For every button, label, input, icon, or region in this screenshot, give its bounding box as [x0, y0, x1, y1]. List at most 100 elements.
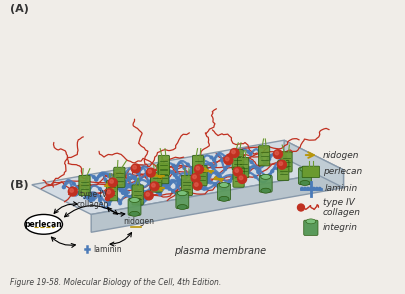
Circle shape	[279, 158, 281, 160]
Polygon shape	[91, 170, 343, 232]
Circle shape	[266, 176, 269, 179]
Circle shape	[234, 169, 238, 172]
Circle shape	[241, 170, 243, 173]
Circle shape	[186, 174, 189, 177]
Circle shape	[239, 175, 242, 178]
Circle shape	[159, 175, 161, 177]
Circle shape	[156, 191, 158, 193]
Circle shape	[145, 193, 149, 196]
Circle shape	[145, 173, 147, 175]
Circle shape	[279, 169, 281, 172]
Circle shape	[126, 184, 128, 187]
Ellipse shape	[177, 205, 187, 210]
Circle shape	[98, 188, 101, 190]
Circle shape	[171, 171, 173, 173]
Circle shape	[131, 198, 134, 201]
Circle shape	[136, 172, 139, 175]
Circle shape	[62, 186, 65, 188]
Circle shape	[162, 183, 164, 186]
Polygon shape	[32, 140, 343, 214]
Circle shape	[163, 179, 166, 182]
Polygon shape	[284, 140, 343, 188]
Circle shape	[124, 182, 126, 185]
Circle shape	[223, 156, 232, 165]
Circle shape	[267, 174, 270, 177]
Circle shape	[202, 176, 205, 178]
Circle shape	[240, 166, 243, 168]
Circle shape	[135, 184, 138, 187]
Circle shape	[136, 172, 139, 175]
Circle shape	[89, 199, 92, 202]
Circle shape	[234, 161, 237, 164]
Circle shape	[187, 188, 190, 191]
Circle shape	[191, 182, 194, 185]
Circle shape	[233, 167, 242, 176]
Circle shape	[86, 197, 89, 199]
Text: (A): (A)	[10, 4, 29, 14]
Circle shape	[203, 174, 206, 177]
Circle shape	[239, 176, 241, 178]
Circle shape	[62, 186, 65, 188]
Circle shape	[174, 167, 177, 170]
Text: type IV
collagen: type IV collagen	[77, 190, 109, 209]
Circle shape	[70, 187, 73, 189]
FancyBboxPatch shape	[303, 220, 317, 235]
Circle shape	[209, 163, 212, 166]
Circle shape	[282, 163, 285, 166]
Circle shape	[124, 182, 126, 185]
Circle shape	[119, 189, 122, 192]
Text: perlecan: perlecan	[322, 167, 361, 176]
Circle shape	[203, 175, 206, 178]
Ellipse shape	[260, 174, 270, 179]
Circle shape	[205, 181, 207, 183]
Circle shape	[241, 178, 244, 181]
Circle shape	[122, 179, 125, 182]
Ellipse shape	[129, 211, 139, 216]
Circle shape	[263, 162, 266, 165]
FancyBboxPatch shape	[232, 150, 243, 170]
Circle shape	[202, 171, 205, 174]
FancyBboxPatch shape	[157, 163, 168, 184]
Circle shape	[231, 150, 234, 154]
Circle shape	[161, 177, 164, 180]
Circle shape	[200, 169, 203, 172]
Circle shape	[237, 175, 246, 183]
Circle shape	[107, 190, 110, 194]
Ellipse shape	[299, 167, 309, 172]
Circle shape	[213, 183, 216, 186]
Circle shape	[297, 204, 304, 211]
FancyBboxPatch shape	[150, 172, 162, 192]
Circle shape	[277, 160, 286, 169]
Circle shape	[78, 191, 80, 194]
Circle shape	[212, 158, 215, 161]
Circle shape	[225, 157, 228, 161]
Circle shape	[164, 186, 167, 188]
Circle shape	[286, 163, 289, 166]
Circle shape	[124, 193, 127, 196]
Ellipse shape	[129, 198, 139, 203]
Circle shape	[227, 164, 230, 166]
Circle shape	[121, 191, 124, 194]
FancyBboxPatch shape	[280, 152, 292, 172]
Circle shape	[278, 170, 281, 172]
Ellipse shape	[25, 214, 62, 234]
Circle shape	[197, 184, 200, 187]
Circle shape	[147, 170, 151, 173]
Circle shape	[237, 176, 240, 178]
Text: type IV
collagen: type IV collagen	[322, 198, 360, 217]
Ellipse shape	[305, 219, 315, 224]
Circle shape	[113, 183, 115, 185]
Circle shape	[104, 178, 107, 181]
Circle shape	[83, 183, 86, 186]
Circle shape	[133, 176, 136, 179]
Circle shape	[220, 159, 223, 162]
Circle shape	[158, 193, 161, 196]
Circle shape	[110, 196, 113, 199]
Circle shape	[202, 171, 205, 174]
Text: perlecan: perlecan	[25, 220, 62, 229]
Circle shape	[70, 189, 73, 192]
FancyBboxPatch shape	[258, 146, 269, 166]
Circle shape	[124, 191, 127, 194]
Circle shape	[249, 153, 252, 156]
Circle shape	[149, 183, 151, 185]
